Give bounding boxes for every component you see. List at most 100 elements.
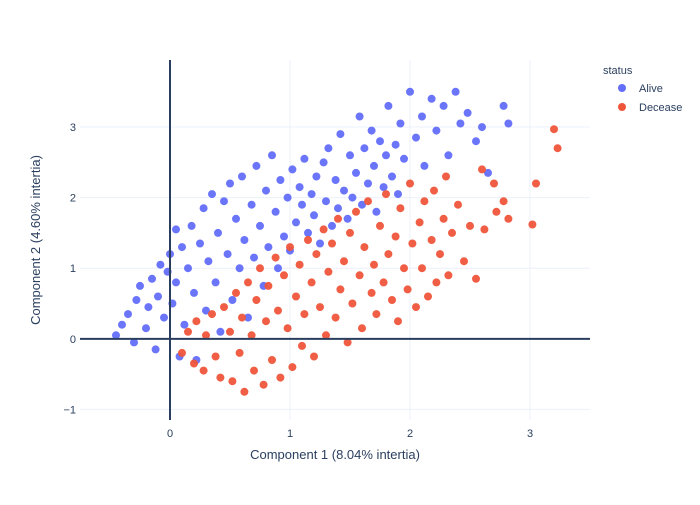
- point-alive: [334, 204, 342, 213]
- point-decease: [436, 250, 444, 259]
- point-decease: [382, 190, 390, 199]
- legend-label-alive: Alive: [639, 83, 663, 95]
- x-tick-label: 1: [287, 428, 293, 440]
- point-decease: [216, 373, 225, 382]
- point-alive: [226, 179, 234, 188]
- point-alive: [319, 158, 328, 167]
- point-decease: [334, 214, 342, 223]
- point-alive: [444, 151, 453, 160]
- x-tick-label: 0: [167, 428, 173, 440]
- point-decease: [499, 197, 508, 206]
- point-decease: [240, 387, 249, 396]
- point-decease: [346, 228, 354, 237]
- point-alive: [160, 313, 168, 322]
- point-alive: [418, 112, 426, 121]
- point-alive: [252, 161, 261, 170]
- point-alive: [376, 137, 384, 146]
- point-decease: [238, 313, 246, 322]
- point-decease: [432, 278, 441, 287]
- point-decease: [244, 278, 252, 287]
- point-decease: [202, 331, 210, 340]
- point-alive: [256, 221, 264, 230]
- point-alive: [340, 186, 348, 195]
- point-decease: [403, 285, 412, 294]
- point-alive: [388, 172, 396, 181]
- point-alive: [216, 327, 225, 336]
- point-decease: [360, 243, 369, 252]
- point-alive: [391, 140, 400, 149]
- point-decease: [220, 303, 228, 312]
- point-alive: [451, 87, 460, 96]
- point-decease: [312, 250, 321, 259]
- point-decease: [420, 197, 429, 206]
- point-alive: [268, 151, 276, 160]
- point-alive: [400, 154, 408, 163]
- point-alive: [364, 179, 372, 188]
- point-alive: [223, 250, 232, 259]
- legend-marker-decease: [618, 103, 626, 111]
- point-alive: [331, 176, 340, 184]
- point-decease: [199, 366, 208, 375]
- point-decease: [367, 288, 376, 297]
- point-decease: [444, 271, 453, 280]
- point-decease: [259, 380, 268, 389]
- point-decease: [418, 264, 426, 273]
- legend: status Alive Decease: [603, 65, 682, 114]
- point-decease: [178, 348, 186, 357]
- point-alive: [144, 303, 153, 312]
- point-alive: [292, 218, 300, 227]
- point-decease: [504, 214, 513, 223]
- point-decease: [355, 271, 364, 280]
- point-alive: [463, 108, 472, 117]
- point-decease: [331, 313, 340, 322]
- point-alive: [336, 130, 345, 139]
- point-decease: [415, 218, 424, 227]
- point-decease: [300, 310, 309, 319]
- x-tick-label: 2: [407, 428, 413, 440]
- point-decease: [439, 214, 448, 223]
- point-decease: [292, 292, 300, 301]
- point-decease: [528, 220, 537, 229]
- point-decease: [211, 352, 220, 361]
- point-decease: [304, 236, 312, 244]
- point-decease: [376, 221, 384, 230]
- point-decease: [427, 236, 436, 244]
- point-alive: [184, 264, 192, 273]
- point-decease: [232, 288, 240, 297]
- legend-item-alive[interactable]: Alive: [618, 83, 663, 95]
- y-tick-label: 0: [70, 334, 76, 346]
- point-alive: [244, 313, 252, 322]
- point-decease: [358, 324, 366, 333]
- point-alive: [352, 168, 360, 177]
- point-decease: [184, 327, 192, 336]
- point-decease: [454, 200, 462, 209]
- point-alive: [148, 274, 156, 283]
- point-alive: [151, 345, 160, 354]
- point-decease: [400, 264, 408, 273]
- point-decease: [328, 239, 336, 248]
- point-decease: [322, 331, 330, 340]
- point-decease: [268, 356, 276, 364]
- point-alive: [202, 306, 210, 315]
- point-alive: [172, 278, 180, 287]
- legend-item-decease[interactable]: Decease: [618, 102, 682, 114]
- point-alive: [328, 221, 336, 230]
- point-alive: [384, 101, 393, 110]
- point-alive: [288, 165, 297, 174]
- point-decease: [532, 179, 540, 188]
- point-alive: [178, 243, 186, 252]
- point-alive: [472, 137, 480, 146]
- point-decease: [388, 296, 396, 304]
- point-decease: [283, 324, 292, 333]
- point-decease: [480, 225, 489, 234]
- point-decease: [310, 352, 318, 361]
- point-decease: [276, 373, 285, 382]
- point-decease: [316, 303, 324, 312]
- point-decease: [295, 260, 304, 269]
- point-alive: [247, 200, 256, 209]
- point-alive: [187, 221, 196, 230]
- point-decease: [271, 253, 280, 262]
- point-decease: [324, 267, 333, 276]
